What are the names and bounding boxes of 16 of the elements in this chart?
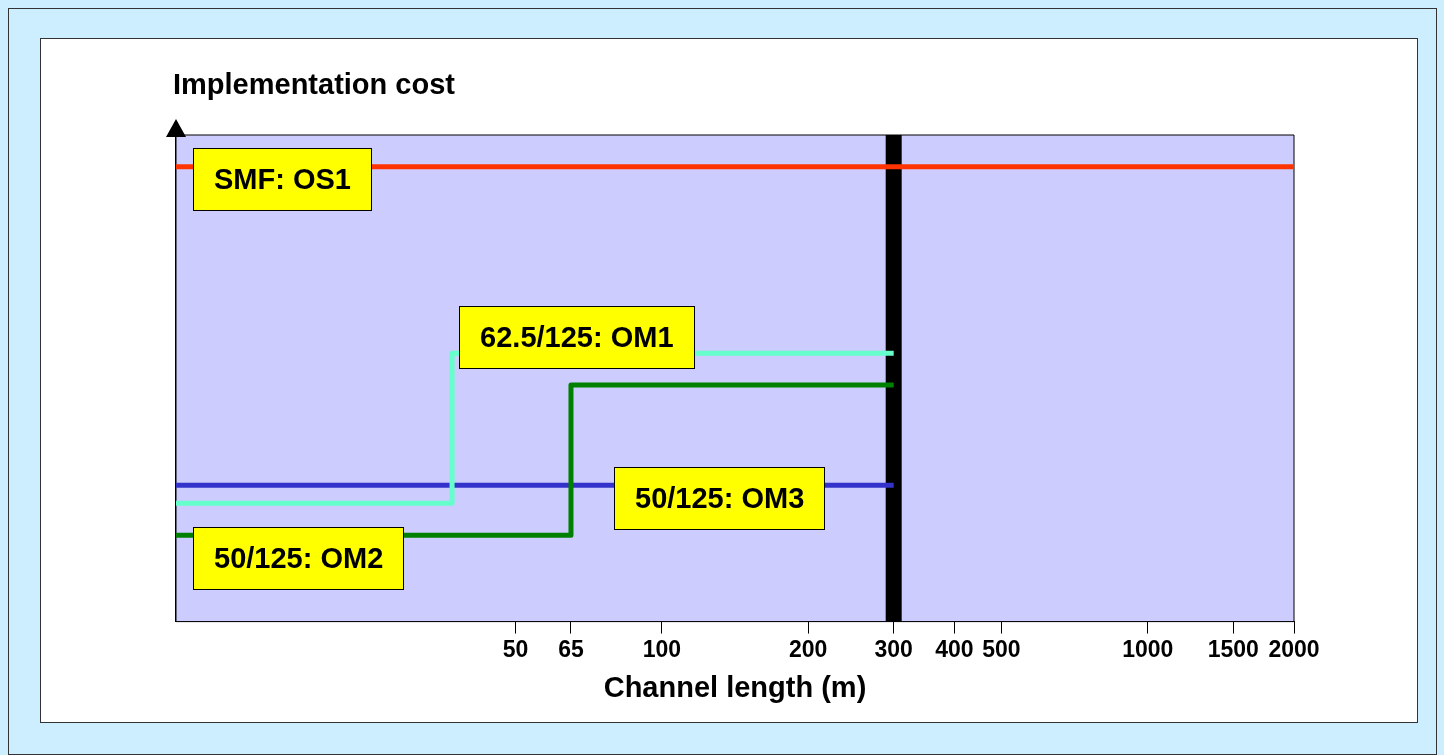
x-tick-label: 65 — [558, 635, 584, 662]
y-axis-title: Implementation cost — [173, 68, 455, 101]
x-tick-label: 1000 — [1122, 635, 1174, 662]
x-tick-label: 2000 — [1268, 635, 1320, 662]
x-tick-label: 50 — [502, 635, 529, 662]
series-label: 62.5/125: OM1 — [459, 306, 695, 370]
series-label: SMF: OS1 — [193, 147, 372, 211]
x-tick-label: 200 — [788, 635, 828, 662]
x-axis-title: Channel length (m) — [603, 670, 867, 703]
x-tick-label: 1500 — [1207, 635, 1259, 662]
series-label: 50/125: OM3 — [614, 467, 826, 531]
x-tick-label: 100 — [642, 635, 682, 662]
series-label: 50/125: OM2 — [193, 527, 405, 591]
x-tick-label: 300 — [874, 635, 913, 662]
x-tick-label: 500 — [982, 635, 1021, 662]
x-tick-label: 400 — [935, 635, 974, 662]
